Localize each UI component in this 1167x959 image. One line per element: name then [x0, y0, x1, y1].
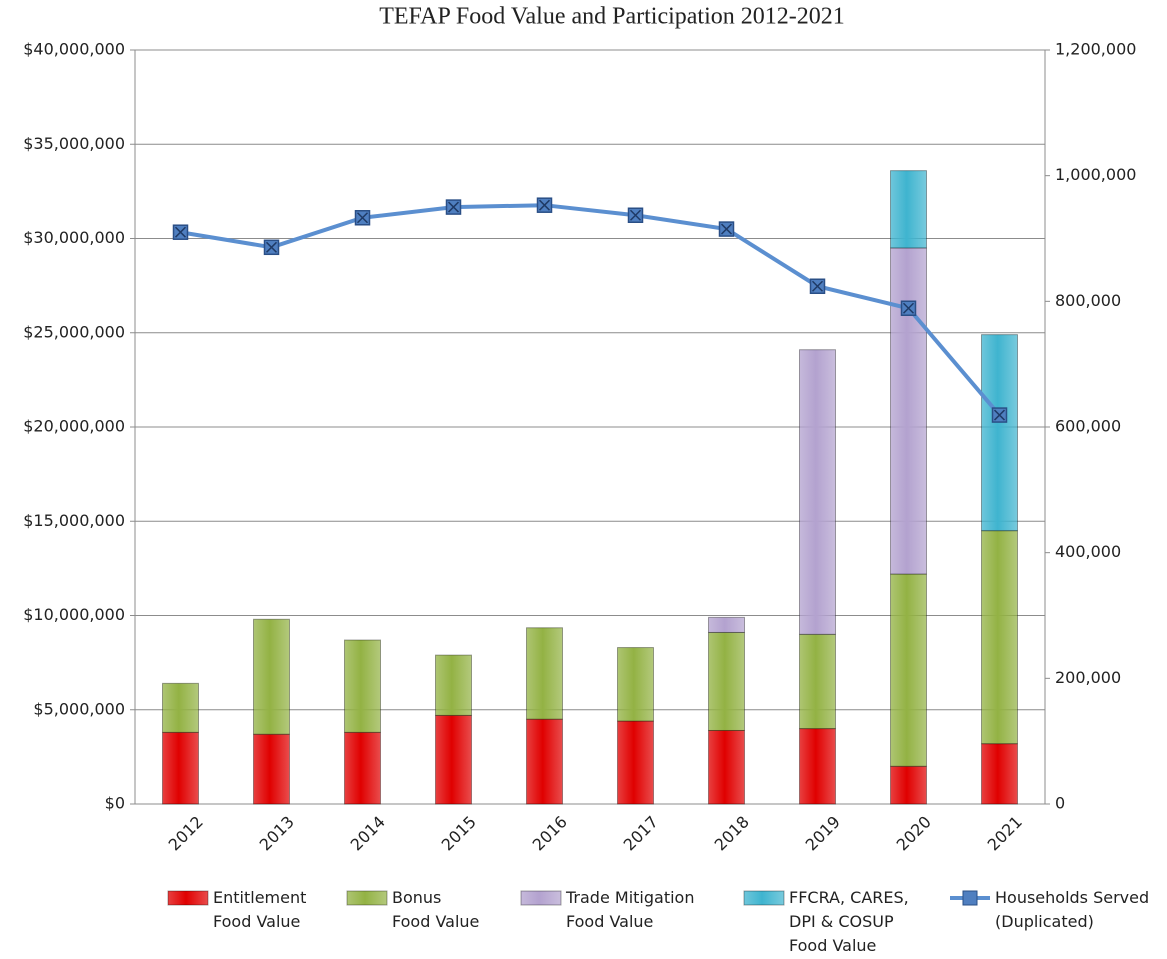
line-marker-x — [356, 212, 369, 224]
x-tick-label: 2014 — [347, 812, 389, 854]
y2-tick-label: 0 — [1055, 794, 1065, 813]
y2-tick-label: 800,000 — [1055, 291, 1121, 310]
bar — [708, 729, 745, 805]
legend-label: Entitlement Food Value — [213, 888, 306, 931]
bar — [708, 616, 745, 633]
legend-label: Trade Mitigation Food Value — [565, 888, 694, 931]
line-marker-x — [720, 223, 733, 235]
legend-label: Bonus Food Value — [392, 888, 479, 931]
line-marker-x — [811, 280, 824, 292]
bar — [890, 170, 927, 249]
line-marker-x — [538, 199, 551, 211]
y-tick-label: $25,000,000 — [23, 322, 125, 341]
x-tick-label: 2021 — [984, 812, 1026, 854]
y-tick-label: $0 — [105, 794, 125, 813]
bar — [435, 654, 472, 716]
bar — [162, 731, 199, 805]
bar — [435, 714, 472, 805]
bar — [526, 718, 563, 805]
x-tick-label: 2017 — [620, 812, 662, 854]
x-tick-label: 2012 — [165, 812, 207, 854]
line-marker-x — [447, 201, 460, 213]
line — [180, 203, 1002, 417]
bar — [162, 682, 199, 733]
x-tick-label: 2020 — [893, 812, 935, 854]
line-marker-x — [902, 302, 915, 314]
legend-marker — [962, 890, 978, 906]
y-tick-label: $10,000,000 — [23, 605, 125, 624]
legend-label: FFCRA, CARES, DPI & COSUP Food Value — [789, 888, 909, 955]
legend-swatch — [346, 890, 388, 906]
y-tick-label: $35,000,000 — [23, 134, 125, 153]
legend-swatch — [743, 890, 785, 906]
line-marker-x — [629, 209, 642, 221]
bar — [344, 639, 381, 733]
bar — [981, 334, 1018, 532]
x-tick-label: 2013 — [256, 812, 298, 854]
bar — [799, 349, 836, 635]
x-tick-label: 2019 — [802, 812, 844, 854]
y-tick-label: $40,000,000 — [23, 40, 125, 59]
bar — [981, 530, 1018, 745]
y-tick-label: $30,000,000 — [23, 228, 125, 247]
legend-label: Households Served (Duplicated) — [995, 888, 1149, 931]
y2-tick-label: 400,000 — [1055, 542, 1121, 561]
x-tick-label: 2018 — [711, 812, 753, 854]
bar — [617, 647, 654, 722]
bar — [890, 765, 927, 805]
bar — [890, 247, 927, 575]
y-tick-label: $15,000,000 — [23, 511, 125, 530]
bar — [799, 728, 836, 805]
line-marker-x — [265, 241, 278, 253]
bar — [253, 618, 290, 735]
bar — [344, 731, 381, 805]
y2-tick-label: 200,000 — [1055, 668, 1121, 687]
y2-tick-label: 1,000,000 — [1055, 165, 1136, 184]
x-tick-label: 2016 — [529, 812, 571, 854]
bar — [708, 631, 745, 731]
y-tick-label: $5,000,000 — [33, 699, 125, 718]
y2-tick-label: 600,000 — [1055, 417, 1121, 436]
chart-title: TEFAP Food Value and Participation 2012-… — [379, 4, 845, 30]
bar — [526, 627, 563, 720]
y-tick-label: $20,000,000 — [23, 417, 125, 436]
legend-swatch — [520, 890, 562, 906]
y2-tick-label: 1,200,000 — [1055, 40, 1136, 59]
bar — [890, 573, 927, 767]
bar — [981, 743, 1018, 805]
x-tick-label: 2015 — [438, 812, 480, 854]
line-marker-x — [993, 409, 1006, 421]
bar — [617, 720, 654, 805]
line-marker-x — [174, 226, 187, 238]
bar — [799, 633, 836, 730]
legend-swatch — [167, 890, 209, 906]
bar — [253, 733, 290, 805]
